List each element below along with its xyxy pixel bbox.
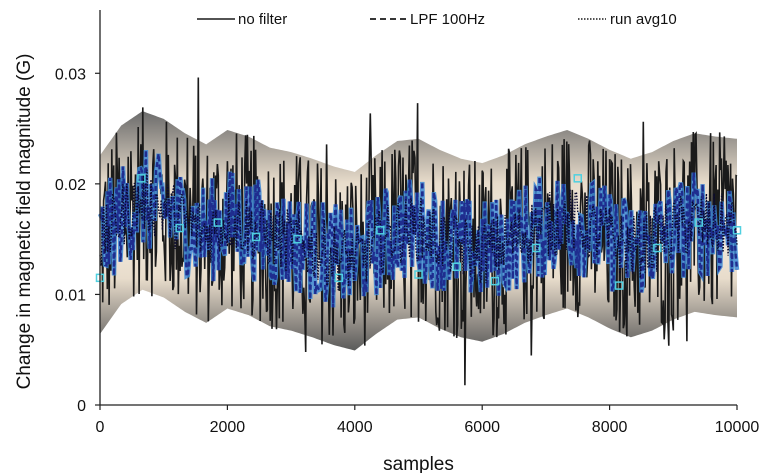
axes: 0 2000 4000 6000 8000 10000 0 0.01 0.02 0.03 xyxy=(55,10,759,436)
legend-label: no filter xyxy=(238,11,287,28)
plot-area xyxy=(95,77,742,386)
marker-point xyxy=(334,273,344,283)
marker-point xyxy=(251,232,261,242)
marker-point xyxy=(213,218,223,227)
marker-point xyxy=(137,174,146,183)
marker-point xyxy=(414,270,423,279)
x-tick-label: 6000 xyxy=(464,419,500,436)
legend: no filter LPF 100Hz run avg10 xyxy=(197,11,677,28)
y-tick-label: 0.03 xyxy=(55,66,86,83)
marker-point xyxy=(452,262,461,272)
x-tick-label: 0 xyxy=(96,419,105,436)
marker-point xyxy=(653,243,662,253)
marker-point xyxy=(490,276,500,286)
x-tick-label: 10000 xyxy=(715,419,760,436)
x-tick-label: 4000 xyxy=(337,419,373,436)
x-axis-title: samples xyxy=(383,454,454,473)
series-line-lpf-100hz xyxy=(98,150,739,308)
marker-point xyxy=(293,234,302,244)
marker-point xyxy=(614,281,624,290)
x-tick-label: 8000 xyxy=(592,419,628,436)
legend-label: run avg10 xyxy=(610,11,677,28)
marker-point xyxy=(532,243,541,253)
marker-point xyxy=(376,226,385,235)
y-tick-label: 0.02 xyxy=(55,177,86,194)
marker-point xyxy=(694,218,704,227)
series-line-run-avg10 xyxy=(99,169,738,291)
marker-point xyxy=(573,174,582,183)
marker-point xyxy=(175,223,184,233)
y-tick-label: 0.01 xyxy=(55,287,86,304)
x-tick-label: 2000 xyxy=(210,419,246,436)
y-axis-title: Change in magnetic field magnitude (G) xyxy=(14,54,35,390)
y-tick-label: 0 xyxy=(77,398,86,415)
series-line-no-filter xyxy=(99,77,738,386)
marker-point xyxy=(732,226,742,235)
legend-label: LPF 100Hz xyxy=(410,11,485,28)
